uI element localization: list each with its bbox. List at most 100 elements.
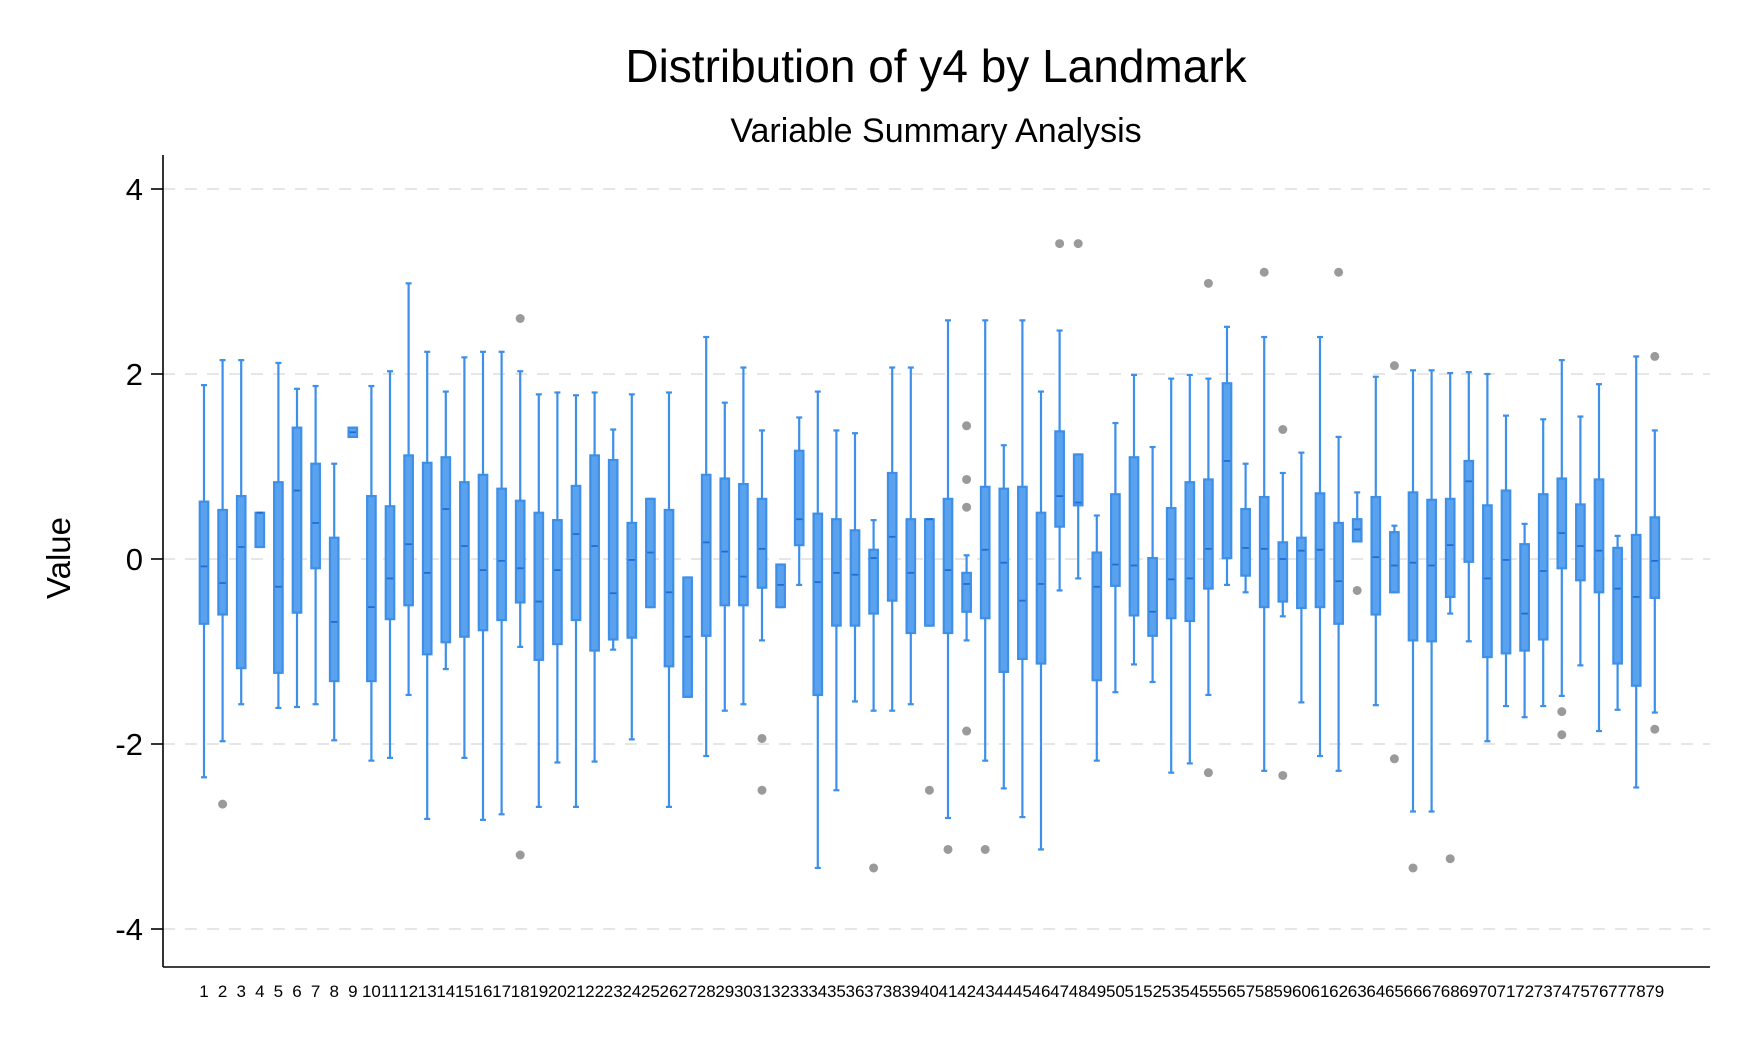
x-tick-label: 48 [1069, 982, 1088, 1001]
box-61 [1314, 335, 1326, 758]
box-iqr [924, 518, 935, 627]
box-17 [496, 350, 507, 816]
box-29 [719, 401, 731, 712]
box-iqr [217, 508, 228, 616]
x-tick-label: 24 [622, 982, 641, 1001]
x-tick-label: 51 [1125, 982, 1144, 1001]
x-tick-label: 7 [311, 982, 320, 1001]
box-10 [366, 384, 377, 762]
box-iqr [1203, 478, 1214, 590]
box-iqr [496, 487, 507, 622]
box-iqr [1017, 485, 1028, 661]
outlier-point [1389, 754, 1399, 764]
box-51 [1128, 373, 1140, 666]
x-tick-label: 32 [771, 982, 790, 1001]
outlier-point [1557, 730, 1567, 740]
box-70 [1482, 372, 1493, 743]
box-iqr [254, 511, 266, 549]
box-30 [738, 366, 749, 706]
x-tick-label: 58 [1255, 982, 1274, 1001]
box-iqr [235, 495, 247, 670]
x-tick-label: 34 [808, 982, 827, 1001]
box-75 [1575, 415, 1586, 667]
box-iqr [1389, 531, 1400, 594]
x-tick-label: 40 [920, 982, 939, 1001]
box-iqr [1649, 516, 1661, 599]
outlier-point [757, 785, 767, 795]
box-37 [868, 519, 879, 873]
box-46 [1035, 390, 1047, 851]
box-iqr [1277, 541, 1289, 603]
box-iqr [1165, 507, 1177, 620]
box-53 [1165, 377, 1177, 774]
outlier-point [1259, 267, 1269, 277]
x-tick-label: 45 [1013, 982, 1032, 1001]
box-iqr [1444, 497, 1456, 599]
box-48 [1072, 239, 1084, 580]
x-tick-label: 26 [660, 982, 679, 1001]
box-iqr [1612, 546, 1623, 665]
box-iqr [310, 462, 321, 570]
outlier-point [515, 314, 525, 323]
x-tick-label: 61 [1311, 982, 1330, 1001]
box-iqr [849, 529, 861, 627]
box-76 [1593, 383, 1605, 733]
box-iqr [1351, 518, 1363, 543]
box-iqr [1482, 504, 1493, 659]
x-tick-label: 29 [715, 982, 734, 1001]
box-6 [291, 387, 303, 709]
box-iqr [905, 518, 917, 635]
x-tick-label: 37 [864, 982, 883, 1001]
box-7 [310, 384, 321, 706]
x-tick-label: 38 [883, 982, 902, 1001]
box-iqr [793, 449, 805, 547]
box-iqr [403, 454, 414, 607]
box-iqr [1072, 453, 1084, 507]
x-tick-label: 13 [418, 982, 437, 1001]
box-iqr [756, 497, 768, 589]
x-tick-label: 79 [1645, 982, 1664, 1001]
box-iqr [552, 519, 563, 646]
outlier-point [943, 844, 953, 854]
box-71 [1500, 414, 1512, 708]
x-tick-label: 10 [362, 982, 381, 1001]
box-26 [663, 391, 675, 809]
box-20 [552, 391, 563, 764]
x-tick-label: 64 [1366, 982, 1385, 1001]
box-iqr [607, 458, 619, 641]
x-tick-label: 77 [1608, 982, 1627, 1001]
box-40 [924, 518, 935, 795]
box-iqr [1519, 543, 1530, 652]
box-iqr [1407, 491, 1419, 642]
x-tick-label: 59 [1273, 982, 1292, 1001]
box-22 [589, 391, 600, 763]
x-tick-label: 20 [548, 982, 567, 1001]
chart-title: Distribution of y4 by Landmark [625, 40, 1247, 92]
box-iqr [328, 536, 340, 683]
box-iqr [366, 495, 377, 683]
box-iqr [942, 497, 954, 635]
outlier-point [1278, 770, 1288, 780]
outlier-point [924, 785, 934, 795]
box-iqr [514, 499, 526, 604]
box-iqr [663, 508, 675, 668]
box-iqr [738, 482, 749, 607]
x-tick-label: 41 [939, 982, 958, 1001]
x-tick-label: 46 [1032, 982, 1051, 1001]
outlier-point [962, 726, 972, 736]
outlier-point [218, 799, 228, 809]
box-43 [979, 319, 991, 854]
box-iqr [868, 548, 879, 615]
outlier-point [757, 733, 767, 743]
x-tick-label: 71 [1497, 982, 1516, 1001]
box-iqr [1035, 511, 1047, 665]
box-iqr [719, 477, 731, 607]
x-tick-label: 21 [567, 982, 586, 1001]
box-65 [1389, 361, 1400, 764]
box-iqr [1296, 536, 1307, 610]
x-tick-label: 54 [1180, 982, 1199, 1001]
box-66 [1407, 369, 1419, 873]
outlier-point [1334, 267, 1344, 277]
box-iqr [1110, 493, 1121, 587]
